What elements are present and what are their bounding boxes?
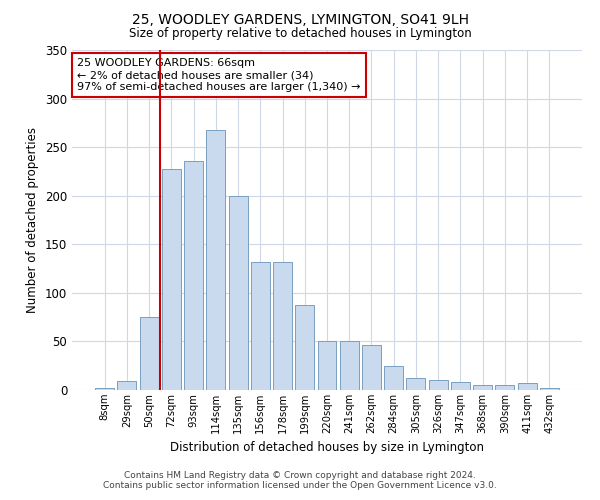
Bar — [496, 385, 514, 390]
Bar — [229, 196, 248, 390]
Bar — [273, 262, 292, 390]
Bar — [451, 382, 470, 390]
Bar — [118, 382, 136, 390]
Bar — [406, 378, 425, 390]
Bar — [518, 383, 536, 390]
Bar — [162, 168, 181, 390]
Bar — [384, 366, 403, 390]
Text: Contains HM Land Registry data © Crown copyright and database right 2024.
Contai: Contains HM Land Registry data © Crown c… — [103, 470, 497, 490]
Bar — [317, 342, 337, 390]
Bar — [184, 160, 203, 390]
Bar — [251, 262, 270, 390]
Bar — [429, 380, 448, 390]
Text: 25 WOODLEY GARDENS: 66sqm
← 2% of detached houses are smaller (34)
97% of semi-d: 25 WOODLEY GARDENS: 66sqm ← 2% of detach… — [77, 58, 361, 92]
Text: 25, WOODLEY GARDENS, LYMINGTON, SO41 9LH: 25, WOODLEY GARDENS, LYMINGTON, SO41 9LH — [131, 12, 469, 26]
Bar — [95, 388, 114, 390]
Bar — [295, 306, 314, 390]
Y-axis label: Number of detached properties: Number of detached properties — [26, 127, 40, 313]
X-axis label: Distribution of detached houses by size in Lymington: Distribution of detached houses by size … — [170, 442, 484, 454]
Text: Size of property relative to detached houses in Lymington: Size of property relative to detached ho… — [128, 28, 472, 40]
Bar — [473, 385, 492, 390]
Bar — [140, 317, 158, 390]
Bar — [540, 388, 559, 390]
Bar — [362, 346, 381, 390]
Bar — [340, 342, 359, 390]
Bar — [206, 130, 225, 390]
